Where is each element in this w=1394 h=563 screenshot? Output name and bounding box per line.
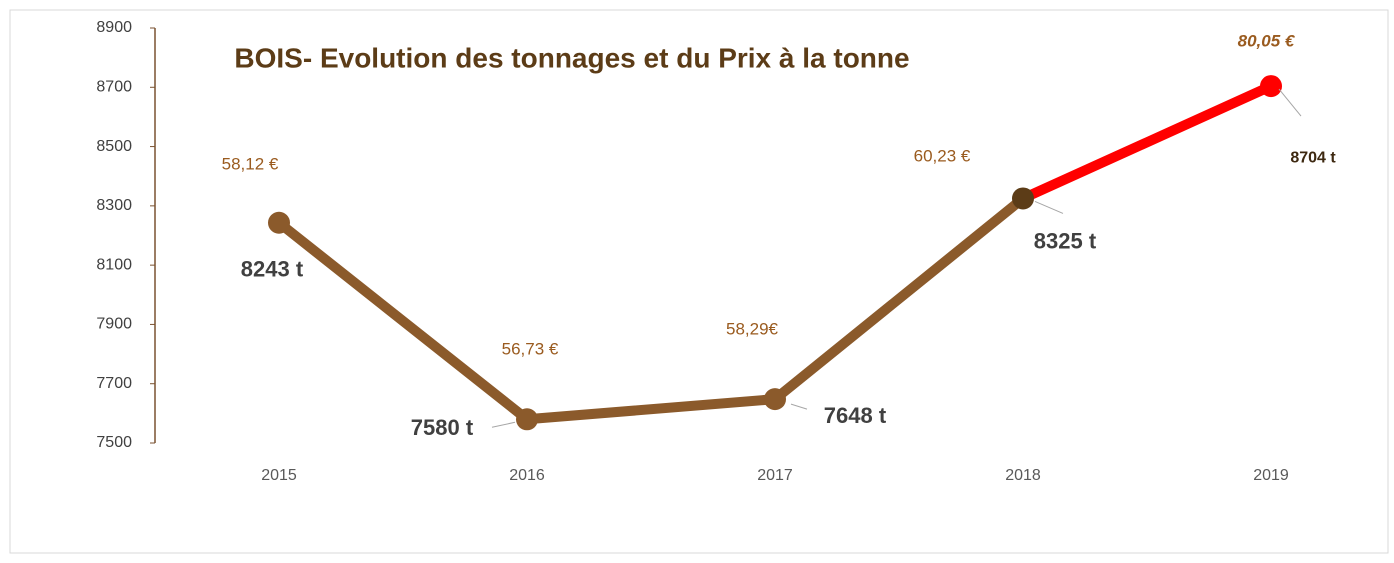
price-annotation: 60,23 €: [914, 146, 971, 165]
y-tick-label: 8700: [96, 79, 132, 96]
y-tick-label: 7900: [96, 316, 132, 333]
price-annotation: 58,12 €: [222, 154, 279, 173]
y-tick-label: 7700: [96, 375, 132, 392]
x-tick-label: 2015: [261, 467, 297, 484]
leader-line: [1278, 88, 1302, 117]
line-segment: [770, 193, 1028, 405]
data-label: 7648 t: [824, 403, 887, 428]
chart-frame: [9, 9, 1389, 554]
data-label: 8243 t: [241, 257, 304, 282]
price-annotation: 80,05 €: [1238, 31, 1296, 50]
line-segment: [1018, 81, 1276, 204]
marker: [1260, 75, 1282, 98]
y-tick-label: 8300: [96, 197, 132, 214]
y-tick-label: 8500: [96, 138, 132, 155]
x-tick-label: 2016: [509, 467, 545, 484]
price-annotation: 58,29€: [726, 319, 779, 338]
line-segment: [522, 394, 780, 425]
data-label: 8704 t: [1290, 149, 1336, 166]
data-label: 8325 t: [1034, 228, 1097, 253]
y-tick-label: 8900: [96, 19, 132, 36]
price-annotation: 56,73 €: [502, 339, 559, 358]
y-tick-label: 8100: [96, 256, 132, 273]
line-segment: [274, 217, 532, 425]
marker: [268, 211, 290, 234]
leader-line: [491, 421, 516, 428]
x-tick-label: 2017: [757, 467, 793, 484]
y-tick-label: 7500: [96, 434, 132, 451]
x-tick-label: 2019: [1253, 467, 1289, 484]
x-tick-label: 2018: [1005, 467, 1041, 484]
chart-title: BOIS- Evolution des tonnages et du Prix …: [234, 42, 909, 73]
leader-line: [1034, 200, 1064, 214]
marker: [516, 408, 538, 431]
marker: [1012, 187, 1034, 210]
leader-line: [790, 403, 808, 410]
marker: [764, 388, 786, 411]
data-label: 7580 t: [411, 415, 474, 440]
